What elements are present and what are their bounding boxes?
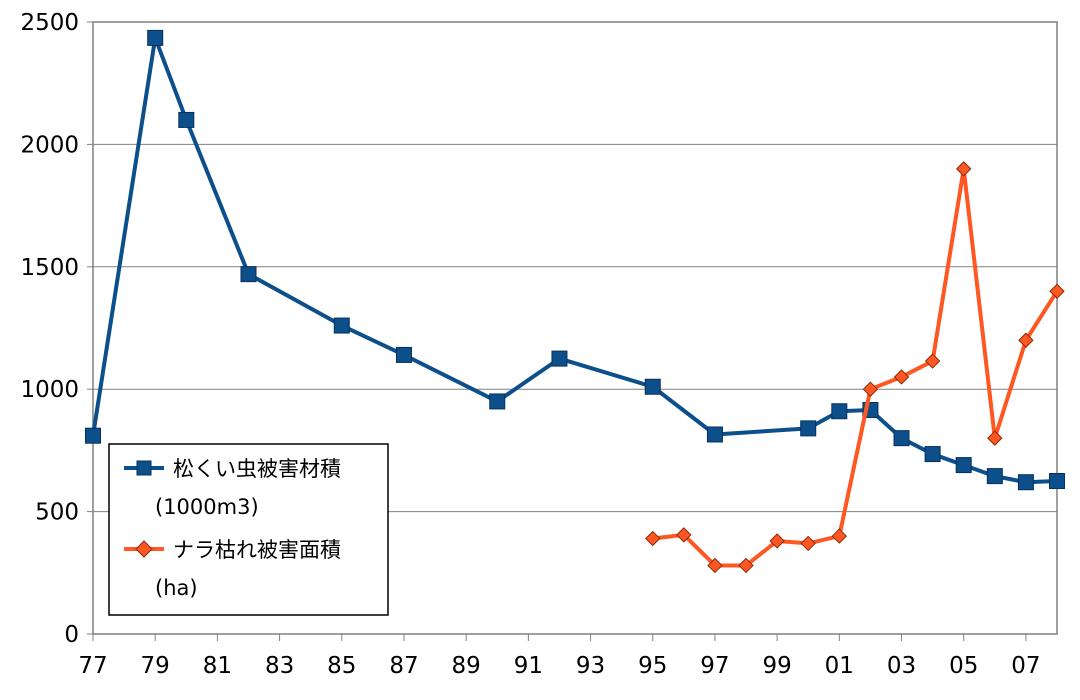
- x-tick-label: 03: [887, 653, 916, 679]
- x-tick-label: 95: [638, 653, 667, 679]
- data-point-square: [986, 468, 1003, 485]
- data-point-square: [644, 378, 661, 395]
- data-point-diamond: [738, 557, 754, 574]
- data-point-square: [85, 427, 101, 444]
- plot-area: [92, 21, 1058, 635]
- series-2-line: [650, 166, 1059, 568]
- data-point-diamond: [769, 533, 785, 549]
- legend: 松くい虫被害材積 (1000m3) ナラ枯れ被害面積 (ha): [108, 443, 389, 616]
- y-tick-label: 500: [35, 500, 79, 526]
- series-1-line: [91, 35, 1059, 485]
- x-tick-label: 89: [452, 653, 481, 679]
- x-tick-label: 99: [762, 653, 791, 679]
- legend-label-series-1: 松くい虫被害材積: [173, 457, 341, 481]
- series-group: [85, 29, 1065, 574]
- legend-unit-series-1: (1000m3): [155, 495, 259, 519]
- x-tick-label: 05: [949, 653, 978, 679]
- x-tick-label: 77: [78, 653, 107, 679]
- data-point-diamond: [800, 535, 816, 552]
- data-point-square: [489, 393, 506, 410]
- legend-marker-series-2: [135, 540, 153, 558]
- data-point-diamond: [956, 161, 972, 177]
- data-point-square: [1049, 473, 1065, 489]
- legend-label-series-2: ナラ枯れ被害面積: [173, 538, 341, 562]
- data-point-diamond: [707, 557, 723, 574]
- y-tick-label: 1500: [20, 255, 79, 281]
- y-tick-label: 1000: [20, 377, 79, 403]
- data-point-diamond: [924, 353, 941, 369]
- data-point-square: [955, 457, 972, 474]
- x-tick-label: 83: [265, 653, 294, 679]
- data-point-diamond: [831, 528, 848, 544]
- data-point-square: [800, 420, 817, 437]
- y-tick-label: 2000: [20, 132, 79, 158]
- x-tick-label: 97: [700, 653, 729, 679]
- data-point-square: [333, 317, 350, 334]
- data-point-diamond: [893, 369, 910, 385]
- y-tick-label: 2500: [20, 10, 79, 36]
- x-tick-label: 01: [825, 653, 854, 679]
- data-point-square: [147, 29, 164, 46]
- data-point-square: [1017, 474, 1034, 491]
- axes: 0 500 1000 1500 2000 2500 77 79 81 83 85 87 89 91 93 95…: [20, 10, 1040, 679]
- legend-box: [108, 443, 389, 616]
- x-tick-label: 87: [389, 653, 418, 679]
- data-point-square: [706, 426, 723, 443]
- data-point-square: [924, 446, 941, 463]
- x-tick-label: 81: [203, 653, 232, 679]
- series-2: [645, 161, 1065, 574]
- y-tick-label: 0: [64, 622, 79, 648]
- legend-marker-series-1: [136, 460, 152, 476]
- data-point-square: [893, 430, 910, 447]
- data-point-square: [240, 266, 257, 283]
- data-point-diamond: [676, 527, 692, 543]
- data-point-square: [395, 346, 412, 363]
- data-point-square: [178, 111, 195, 128]
- data-point-square: [551, 350, 568, 367]
- data-point-diamond: [987, 430, 1003, 446]
- x-tick-label: 07: [1011, 653, 1040, 679]
- data-point-square: [831, 403, 848, 420]
- data-point-diamond: [645, 530, 661, 547]
- series-1: [85, 29, 1065, 491]
- x-tick-label: 85: [327, 653, 356, 679]
- legend-unit-series-2: (ha): [155, 576, 198, 600]
- data-point-diamond: [1049, 283, 1065, 299]
- x-tick-label: 91: [514, 653, 543, 679]
- x-tick-label: 79: [141, 653, 170, 679]
- data-point-diamond: [862, 381, 879, 397]
- x-tick-label: 93: [576, 653, 605, 679]
- data-point-diamond: [1018, 332, 1034, 348]
